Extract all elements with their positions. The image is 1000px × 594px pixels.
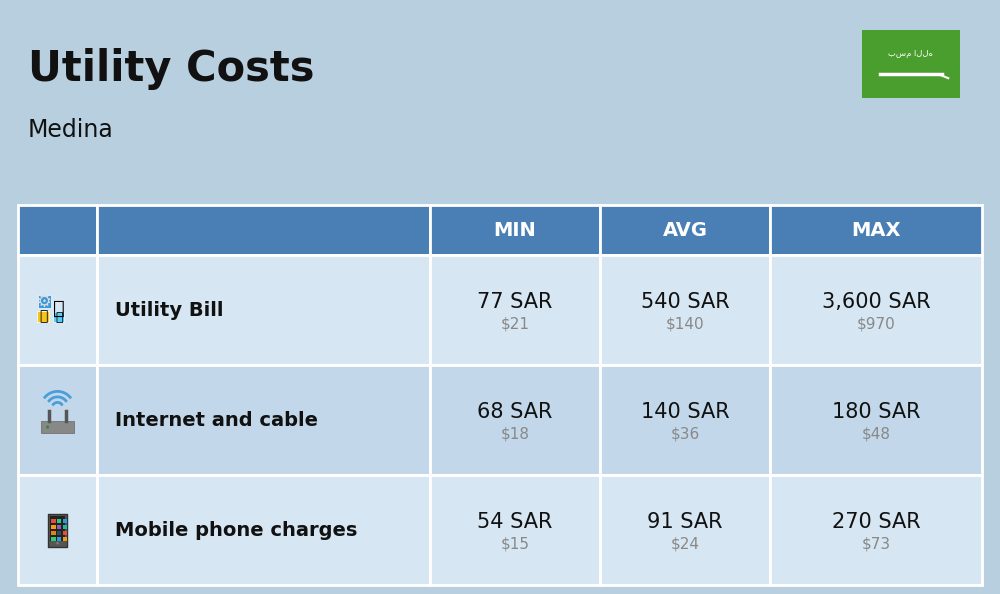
- Bar: [97, 365, 430, 475]
- Text: Internet and cable: Internet and cable: [115, 410, 318, 429]
- Text: MAX: MAX: [851, 220, 901, 239]
- Bar: [600, 475, 770, 585]
- Bar: [18, 365, 97, 475]
- Bar: [18, 255, 97, 365]
- Text: 540 SAR: 540 SAR: [641, 292, 729, 312]
- Text: $24: $24: [670, 536, 700, 551]
- Bar: [430, 365, 600, 475]
- Text: $21: $21: [501, 317, 530, 331]
- Text: Utility Costs: Utility Costs: [28, 48, 314, 90]
- Bar: [63, 537, 67, 542]
- Text: 54 SAR: 54 SAR: [477, 512, 553, 532]
- Bar: [97, 205, 430, 255]
- Bar: [51, 531, 56, 535]
- Bar: [770, 365, 982, 475]
- Bar: [862, 30, 960, 98]
- Text: 💧: 💧: [56, 311, 63, 324]
- Bar: [53, 312, 64, 322]
- Bar: [18, 475, 97, 585]
- Bar: [57, 525, 61, 529]
- Bar: [57, 531, 61, 535]
- Circle shape: [46, 425, 49, 429]
- Bar: [770, 475, 982, 585]
- Bar: [430, 255, 600, 365]
- Bar: [97, 475, 430, 585]
- Bar: [48, 513, 67, 546]
- Bar: [50, 516, 65, 541]
- Text: 77 SAR: 77 SAR: [477, 292, 553, 312]
- Text: $18: $18: [501, 426, 530, 441]
- Bar: [770, 255, 982, 365]
- Bar: [51, 525, 56, 529]
- Bar: [57, 537, 61, 542]
- Text: 🔧: 🔧: [53, 299, 64, 318]
- Bar: [600, 205, 770, 255]
- Bar: [37, 311, 49, 322]
- Text: 3,600 SAR: 3,600 SAR: [822, 292, 930, 312]
- Bar: [63, 531, 67, 535]
- Text: $140: $140: [666, 317, 704, 331]
- Bar: [600, 255, 770, 365]
- Text: 🔌: 🔌: [39, 309, 47, 324]
- Bar: [600, 365, 770, 475]
- Bar: [51, 537, 56, 542]
- Text: 140 SAR: 140 SAR: [641, 402, 729, 422]
- Bar: [18, 205, 97, 255]
- Text: $73: $73: [861, 536, 891, 551]
- Text: $970: $970: [857, 317, 895, 331]
- Bar: [97, 255, 430, 365]
- Bar: [770, 205, 982, 255]
- Text: AVG: AVG: [662, 220, 708, 239]
- Bar: [430, 205, 600, 255]
- Bar: [51, 519, 56, 523]
- Text: 270 SAR: 270 SAR: [832, 512, 920, 532]
- Text: 68 SAR: 68 SAR: [477, 402, 553, 422]
- Text: 180 SAR: 180 SAR: [832, 402, 920, 422]
- Text: $36: $36: [670, 426, 700, 441]
- Text: MIN: MIN: [494, 220, 536, 239]
- Text: $15: $15: [501, 536, 530, 551]
- Bar: [38, 295, 51, 308]
- Text: ⚙: ⚙: [37, 293, 52, 311]
- Circle shape: [56, 542, 59, 545]
- Bar: [63, 519, 67, 523]
- Text: Mobile phone charges: Mobile phone charges: [115, 520, 357, 539]
- Text: Utility Bill: Utility Bill: [115, 301, 224, 320]
- Bar: [430, 475, 600, 585]
- Text: بسم الله: بسم الله: [889, 49, 934, 58]
- Text: Medina: Medina: [28, 118, 114, 142]
- Bar: [41, 421, 74, 433]
- Text: 91 SAR: 91 SAR: [647, 512, 723, 532]
- Text: $48: $48: [862, 426, 891, 441]
- Bar: [63, 525, 67, 529]
- Bar: [57, 519, 61, 523]
